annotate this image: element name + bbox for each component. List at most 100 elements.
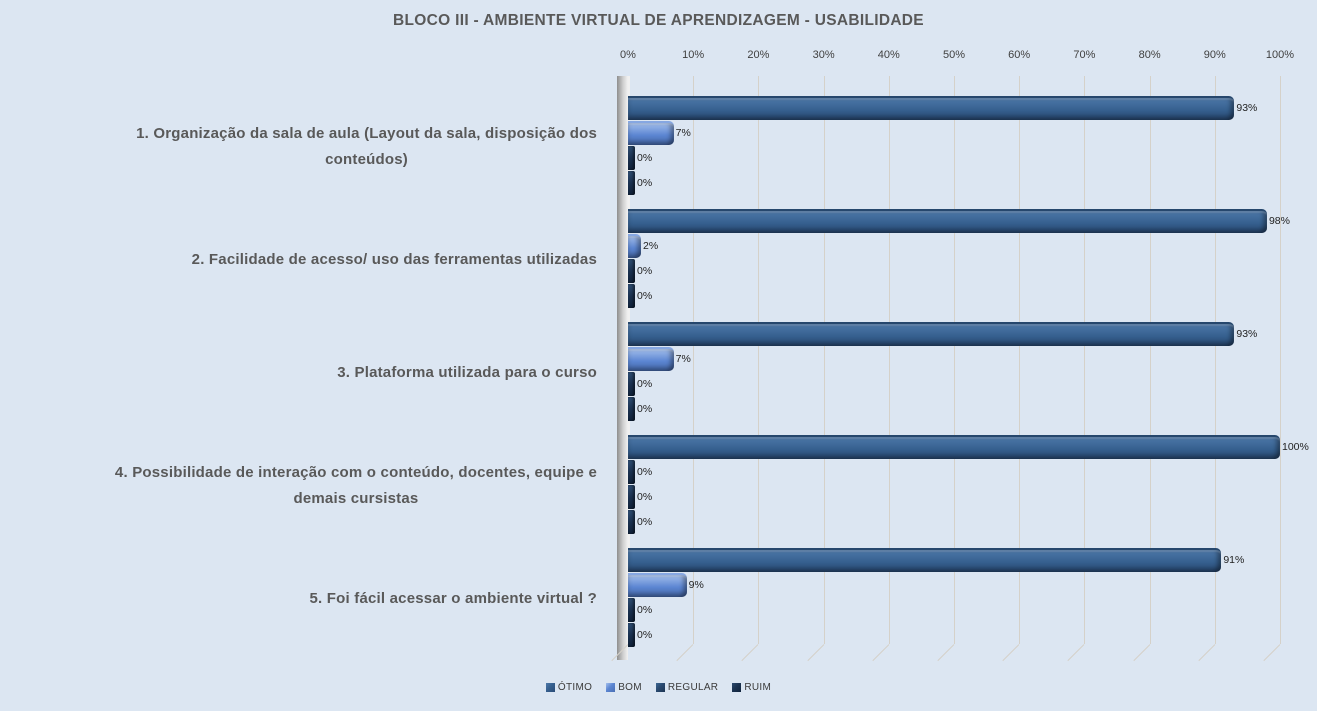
legend: ÓTIMO BOM REGULAR RUIM — [0, 682, 1317, 693]
x-axis-tick-label: 40% — [877, 49, 900, 61]
bar-row: 0% — [628, 510, 1293, 534]
x-axis-tick-label: 20% — [747, 49, 770, 61]
category-row: 1. Organização da sala de aula (Layout d… — [0, 90, 608, 203]
data-label: 0% — [637, 378, 653, 390]
bar-ótimo — [628, 435, 1280, 459]
category-row: 4. Possibilidade de interação com o cont… — [0, 429, 608, 542]
bar-ruim — [628, 397, 635, 421]
gridline — [1280, 76, 1281, 644]
bar-regular — [628, 372, 635, 396]
x-axis-tick-label: 70% — [1073, 49, 1096, 61]
bar-row: 0% — [628, 460, 1293, 484]
bar-ótimo — [628, 96, 1235, 120]
data-label: 7% — [675, 127, 691, 139]
x-axis-tick-label: 100% — [1265, 49, 1295, 61]
bar-bom — [628, 573, 687, 597]
bar-regular — [628, 259, 635, 283]
category-row: 2. Facilidade de acesso/ uso das ferrame… — [0, 203, 608, 316]
x-axis-tick-label: 10% — [682, 49, 705, 61]
x-axis-tick-label: 50% — [942, 49, 966, 61]
bar-row: 93% — [628, 322, 1293, 346]
data-label: 0% — [637, 491, 653, 503]
legend-label: ÓTIMO — [557, 682, 593, 693]
legend-item-regular: REGULAR — [655, 682, 719, 693]
bar-row: 0% — [628, 485, 1293, 509]
bar-row: 91% — [628, 548, 1293, 572]
bar-row: 93% — [628, 96, 1293, 120]
bar-group: 93% 7% 0% 0% — [628, 316, 1293, 429]
bar-regular — [628, 598, 635, 622]
bar-regular — [628, 146, 635, 170]
data-label: 0% — [637, 152, 653, 164]
plot-area: 93% 7% 0% 0% 98% 2% 0% 0% 93% 7% 0% 0% 100% 0% 0% 0% 91%… — [611, 76, 1309, 662]
legend-label: REGULAR — [667, 682, 719, 693]
data-label: 7% — [675, 353, 691, 365]
bar-row: 100% — [628, 435, 1309, 459]
bar-row: 98% — [628, 209, 1293, 233]
category-row: 3. Plataforma utilizada para o curso — [0, 316, 608, 429]
bar-ótimo — [628, 322, 1235, 346]
category-row: 5. Foi fácil acessar o ambiente virtual … — [0, 542, 608, 655]
category-axis: 1. Organização da sala de aula (Layout d… — [0, 76, 608, 660]
data-label: 0% — [637, 604, 653, 616]
bar-row: 7% — [628, 347, 1293, 371]
bar-row: 0% — [628, 259, 1293, 283]
bar-ótimo — [628, 209, 1267, 233]
data-label: 0% — [637, 516, 653, 528]
gridline — [823, 76, 825, 644]
bar-group: 100% 0% 0% 0% — [628, 429, 1309, 542]
category-label: 3. Plataforma utilizada para o curso — [337, 363, 597, 381]
data-label: 93% — [1236, 328, 1258, 340]
x-axis-tick-label: 80% — [1138, 49, 1161, 61]
data-label: 91% — [1223, 554, 1245, 566]
bar-row: 0% — [628, 284, 1293, 308]
data-label: 0% — [637, 403, 653, 415]
gridline — [1019, 76, 1021, 644]
bar-row: 0% — [628, 372, 1293, 396]
bar-row: 0% — [628, 146, 1293, 170]
bar-group: 91% 9% 0% 0% — [628, 542, 1293, 655]
axis-wall-3d — [617, 76, 628, 660]
bar-group: 93% 7% 0% 0% — [628, 90, 1293, 203]
x-axis-tick-label: 30% — [812, 49, 835, 61]
data-label: 9% — [688, 579, 704, 591]
data-label: 98% — [1268, 215, 1290, 227]
bar-row: 9% — [628, 573, 1293, 597]
bar-bom — [628, 460, 635, 484]
gridline — [954, 76, 955, 644]
legend-marker-ótimo — [545, 683, 555, 692]
gridline — [1084, 76, 1086, 644]
bar-bom — [628, 234, 642, 258]
x-axis-tick-label: 90% — [1203, 49, 1226, 61]
gridline — [1214, 76, 1216, 644]
legend-label: RUIM — [744, 682, 772, 693]
data-label: 100% — [1282, 441, 1309, 453]
gridline — [888, 76, 890, 644]
bar-ruim — [628, 623, 635, 647]
bar-row: 0% — [628, 397, 1293, 421]
gridline — [1149, 76, 1151, 644]
bar-ótimo — [628, 548, 1222, 572]
data-label: 0% — [637, 290, 653, 302]
bar-ruim — [628, 510, 635, 534]
gridline — [693, 76, 695, 644]
x-axis-tick-labels: 0% 10% 20% 30% 40% 50% 60% 70% 80% 90% 100% — [620, 49, 1295, 63]
legend-label: BOM — [618, 682, 642, 693]
data-label: 0% — [637, 265, 653, 277]
chart-title: BLOCO III - AMBIENTE VIRTUAL DE APRENDIZ… — [393, 12, 924, 29]
category-label: 4. Possibilidade de interação com o cont… — [114, 463, 597, 507]
category-label: 1. Organização da sala de aula (Layout d… — [136, 124, 597, 168]
gridline — [758, 76, 760, 644]
data-label: 0% — [637, 177, 653, 189]
x-axis-tick-label: 60% — [1008, 49, 1031, 61]
legend-marker-bom — [606, 683, 616, 692]
x-axis-tick-label: 0% — [620, 49, 636, 61]
bar-groups: 93% 7% 0% 0% 98% 2% 0% 0% 93% 7% 0% 0% 100% 0% 0% 0% 91%… — [628, 76, 1309, 655]
bar-bom — [628, 121, 674, 145]
category-label: 2. Facilidade de acesso/ uso das ferrame… — [191, 250, 597, 268]
legend-marker-ruim — [732, 683, 742, 692]
bar-row: 7% — [628, 121, 1293, 145]
bar-bom — [628, 347, 674, 371]
bar-group: 98% 2% 0% 0% — [628, 203, 1293, 316]
data-label: 93% — [1236, 102, 1258, 114]
